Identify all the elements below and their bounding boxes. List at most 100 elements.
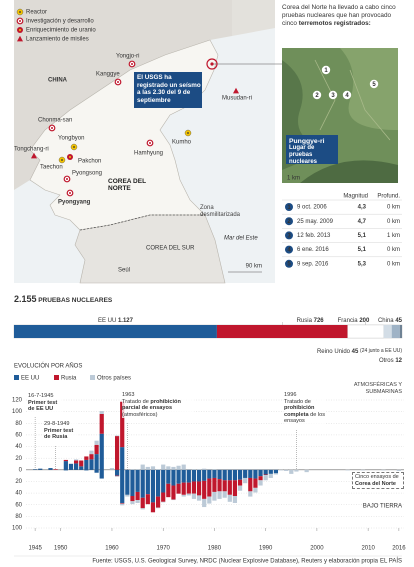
map-legend-label: Enriquecimiento de uranio: [26, 28, 96, 34]
segment-name: Francia: [338, 318, 359, 324]
bar: [135, 491, 140, 501]
x-tick-label: 1950: [54, 546, 68, 552]
bar: [161, 501, 166, 503]
row-depth: 0 km: [387, 219, 400, 225]
bar: [140, 469, 145, 498]
bar: [155, 507, 161, 509]
bar: [176, 465, 181, 470]
row-magnitude: 4,3: [358, 205, 367, 211]
y-tick-label: 60: [15, 502, 22, 508]
bar-segment: [391, 325, 400, 338]
bar: [191, 469, 197, 470]
bar: [150, 469, 156, 503]
footer-source: Fuente: USGS, U.S. Geological Survey, NR…: [92, 559, 378, 565]
legend-swatch: [14, 375, 19, 380]
intro-emphasis: terremotos registrados:: [298, 20, 371, 27]
place-label: Zona desmilitarizada: [200, 205, 248, 219]
bar: [217, 479, 222, 492]
bar: [130, 496, 135, 502]
bar: [176, 483, 181, 494]
bar: [222, 491, 227, 498]
segment-note: (24 junto a EE UU): [360, 348, 402, 354]
segment-value: 45: [395, 318, 402, 324]
bar: [202, 468, 207, 470]
reactor-icon-core: [73, 146, 75, 148]
annotation-text: Tratado de: [284, 398, 311, 405]
y-tick-label: 100: [12, 409, 23, 415]
site-label: Punggye-ri Lugar de pruebas nucleares: [289, 138, 337, 166]
chart-title: EVOLUCIÓN POR AÑOS: [14, 363, 82, 370]
place-label: Chonma-san: [38, 118, 72, 124]
bar: [171, 499, 176, 501]
bar: [304, 469, 309, 473]
table-header: Profund.: [377, 194, 400, 200]
place-name: COREA DEL NORTE: [108, 178, 146, 192]
bar: [135, 469, 140, 492]
bar: [94, 469, 99, 473]
bar: [140, 508, 145, 510]
bar: [196, 469, 202, 482]
row-badge: [285, 259, 293, 268]
x-tick-label: 1945: [28, 546, 42, 552]
y-tick-label: 80: [15, 421, 22, 427]
bar: [248, 469, 253, 478]
bar: [171, 469, 176, 486]
x-tick-label: 1980: [208, 546, 222, 552]
legend-swatch: [54, 375, 59, 380]
legend-label: Otros países: [97, 376, 131, 382]
row-magnitude: 4,7: [358, 219, 367, 225]
row-number: 4: [287, 247, 291, 253]
bar: [243, 477, 248, 484]
annotation-date: 1963: [122, 392, 135, 398]
bar: [99, 413, 104, 434]
row-number: 1: [287, 205, 291, 211]
bar: [171, 466, 176, 470]
place-label: Seúl: [118, 268, 130, 274]
map-legend-label: Lanzamiento de misiles: [26, 37, 89, 43]
china-area: [14, 0, 232, 190]
bar: [207, 469, 212, 479]
bar: [114, 475, 120, 477]
annotation: 1996 Tratado de prohibición completa de l…: [284, 392, 326, 425]
row-number: 5: [287, 262, 291, 268]
place-label: Pakchon: [78, 159, 101, 165]
bar: [130, 469, 135, 496]
callout: El USGS ha registrado un seísmo a las 2.…: [137, 74, 201, 104]
annotation-text: Tratado de: [122, 398, 149, 405]
research-icon-core: [66, 178, 68, 180]
segment-label: Rusia 726: [297, 318, 325, 324]
row-date: 9 sep. 2016: [297, 261, 329, 267]
place-label: COREA DEL SUR: [146, 246, 195, 252]
site-marker-label: 1: [324, 68, 328, 74]
bar: [284, 469, 289, 471]
reactor-icon-core: [19, 11, 21, 13]
research-icon-core: [19, 20, 21, 22]
bar: [273, 473, 279, 475]
bar: [120, 502, 125, 504]
bar: [191, 469, 197, 482]
place-label: Yongbyon: [58, 136, 84, 142]
place-label: COREA DEL NORTE: [108, 178, 154, 192]
bar: [248, 491, 253, 497]
bar: [94, 444, 99, 455]
row-date: 9 oct. 2006: [297, 205, 327, 211]
x-tick-label: 1990: [259, 546, 273, 552]
row-depth: 0 km: [387, 205, 400, 211]
site-marker-label: 2: [315, 93, 319, 99]
bar: [196, 481, 202, 496]
bar: [135, 469, 140, 470]
footer-brand: EL PAÍS: [380, 558, 402, 565]
bar: [150, 502, 156, 513]
row-magnitude: 5,1: [358, 233, 367, 239]
bar: [140, 464, 145, 470]
missile-icon: [233, 87, 239, 94]
bar: [125, 494, 130, 497]
row-badge: [285, 203, 293, 211]
bar: [114, 469, 120, 476]
note-text: Cinco ensayos de: [355, 474, 399, 480]
segment-label: Francia 200: [338, 318, 370, 324]
bar: [360, 469, 366, 471]
bar: [89, 459, 94, 470]
y-tick-label: 100: [12, 526, 23, 532]
bar: [237, 485, 243, 491]
